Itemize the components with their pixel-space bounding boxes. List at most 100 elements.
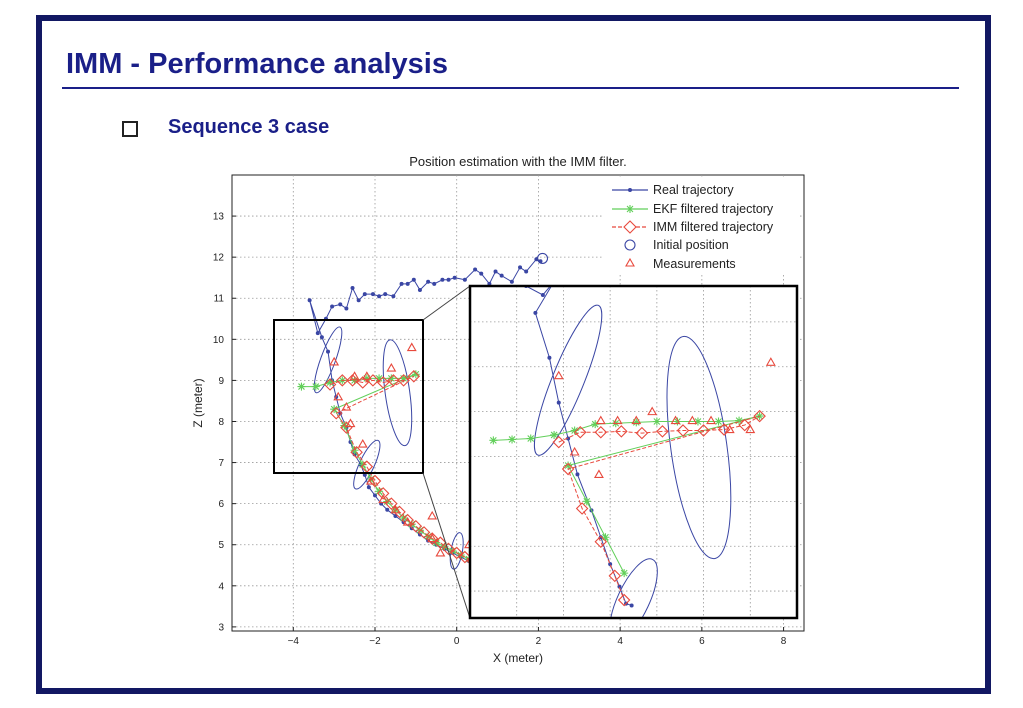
imm-filtered-trajectory-point [393, 505, 406, 519]
measurements-point [386, 362, 397, 372]
legend-measurement-symbol [625, 257, 635, 267]
real-trajectory-point [356, 298, 361, 303]
real-trajectory-point [383, 292, 388, 297]
real-trajectory-point [509, 279, 514, 284]
inset-ekf-filtered-trajectory-point [652, 417, 661, 426]
bullet-text: Sequence 3 case [168, 116, 330, 138]
real-trajectory-point [350, 285, 355, 290]
ekf-filtered-trajectory-point [375, 374, 384, 383]
real-trajectory-point [405, 281, 410, 286]
measurements-point [406, 342, 417, 352]
main-series [297, 252, 549, 570]
ekf-filtered-trajectory-point [362, 374, 371, 383]
imm-filtered-trajectory-point [356, 376, 370, 389]
inset-imm-filtered-trajectory-point [738, 418, 751, 432]
inset-ekf-filtered-trajectory-point [591, 420, 600, 429]
measurements-point [333, 391, 344, 401]
ekf-filtered-trajectory-point [432, 538, 441, 547]
y-tick-label: 4 [218, 581, 224, 592]
real-trajectory-point [338, 302, 343, 307]
measurements-point [435, 547, 446, 557]
inset-imm-filtered-trajectory-point [594, 425, 608, 439]
real-trajectory-point [373, 493, 377, 498]
real-trajectory-point [493, 269, 498, 274]
measurements-point [341, 401, 352, 411]
inset-measurements-point [706, 415, 716, 425]
inset-ekf-filtered-trajectory-point [508, 435, 517, 444]
legend-initial-symbol [624, 239, 636, 251]
imm-filtered-trajectory-point [425, 532, 439, 545]
inset-covariance-ellipse-1 [533, 304, 603, 456]
inset-ekf-filtered-trajectory-point [620, 569, 629, 578]
imm-filtered-trajectory-point [350, 446, 363, 459]
measurements-point [402, 517, 413, 526]
inset-ekf-filtered-trajectory-point [582, 497, 591, 506]
real-trajectory-point [377, 294, 382, 299]
imm-filtered-trajectory-point [397, 374, 410, 387]
real-trajectory-point [432, 281, 437, 286]
inset-measurements-point [631, 415, 642, 425]
legend-real-label: Real trajectory [653, 183, 734, 197]
real-trajectory-point [307, 298, 312, 303]
imm-filtered-trajectory-point [336, 374, 349, 387]
inset-ekf-filtered-trajectory-point [693, 417, 702, 426]
measurements-point [427, 533, 438, 543]
inset-imm-filtered-trajectory-point [635, 426, 649, 440]
inset-measurements-point [647, 406, 658, 416]
imm-filtered-trajectory-point [346, 374, 359, 387]
imm-filtered-trajectory-point [409, 519, 423, 533]
slide-title: IMM - Performance analysis [66, 48, 448, 80]
real-trajectory-point [319, 335, 324, 340]
inset-imm-filtered-trajectory-point [753, 409, 766, 423]
ekf-filtered-trajectory-point [297, 382, 306, 391]
imm-filtered-trajectory-point [417, 526, 431, 539]
legend-initial-label: Initial position [653, 238, 729, 252]
y-tick-label: 9 [218, 376, 224, 387]
x-tick-label: 6 [699, 636, 705, 647]
real-trajectory-point [479, 271, 484, 276]
measurements-point [427, 510, 438, 520]
legend-real-symbol [612, 188, 648, 192]
zoom-connector-bottom [422, 472, 471, 619]
measurements-point [378, 494, 389, 504]
inset-real-trajectory-point [556, 400, 561, 405]
real-trajectory-line [309, 258, 541, 566]
inset-ekf-filtered-trajectory-point [526, 434, 535, 443]
y-tick-label: 5 [218, 540, 224, 551]
inset-ekf-filtered-trajectory-point [601, 533, 610, 542]
inset-real-trajectory-point [617, 584, 622, 589]
inset-imm-filtered-trajectory-point [552, 435, 566, 449]
imm-filtered-trajectory-point [329, 406, 343, 420]
x-tick-label: 0 [454, 636, 460, 647]
legend-ekf-label: EKF filtered trajectory [653, 202, 774, 216]
inset-imm-filtered-trajectory-point [656, 425, 669, 438]
legend-ekf-symbol [612, 205, 648, 213]
inset-ekf-filtered-trajectory-point [564, 461, 573, 470]
real-trajectory-point [399, 281, 404, 286]
inset-real-trajectory-point [547, 355, 552, 360]
inset-measurements-point [765, 357, 776, 366]
real-trajectory-point [315, 331, 320, 336]
inset-real-trajectory-point [629, 603, 634, 608]
inset-measurements-point [724, 424, 735, 434]
ekf-filtered-trajectory-point [399, 374, 408, 383]
real-trajectory-point [524, 269, 529, 274]
imm-filtered-trajectory-point [407, 370, 421, 383]
real-trajectory-point [385, 507, 390, 512]
imm-filtered-trajectory-point [323, 378, 337, 391]
inset-imm-filtered-trajectory-point [717, 423, 731, 436]
y-tick-label: 8 [218, 417, 224, 428]
imm-filtered-trajectory-point [442, 542, 455, 556]
ekf-filtered-trajectory-point [326, 378, 335, 387]
inset-imm-filtered-trajectory-point [697, 424, 710, 437]
inset-measurements-point [745, 424, 756, 434]
inset-measurements-point [595, 415, 606, 425]
imm-filtered-trajectory-point [450, 546, 463, 560]
imm-filtered-trajectory-point [458, 550, 472, 564]
imm-filtered-trajectory-point [366, 374, 380, 387]
real-trajectory-point [326, 349, 331, 354]
y-tick-label: 10 [213, 335, 225, 346]
measurements-point [361, 371, 372, 380]
